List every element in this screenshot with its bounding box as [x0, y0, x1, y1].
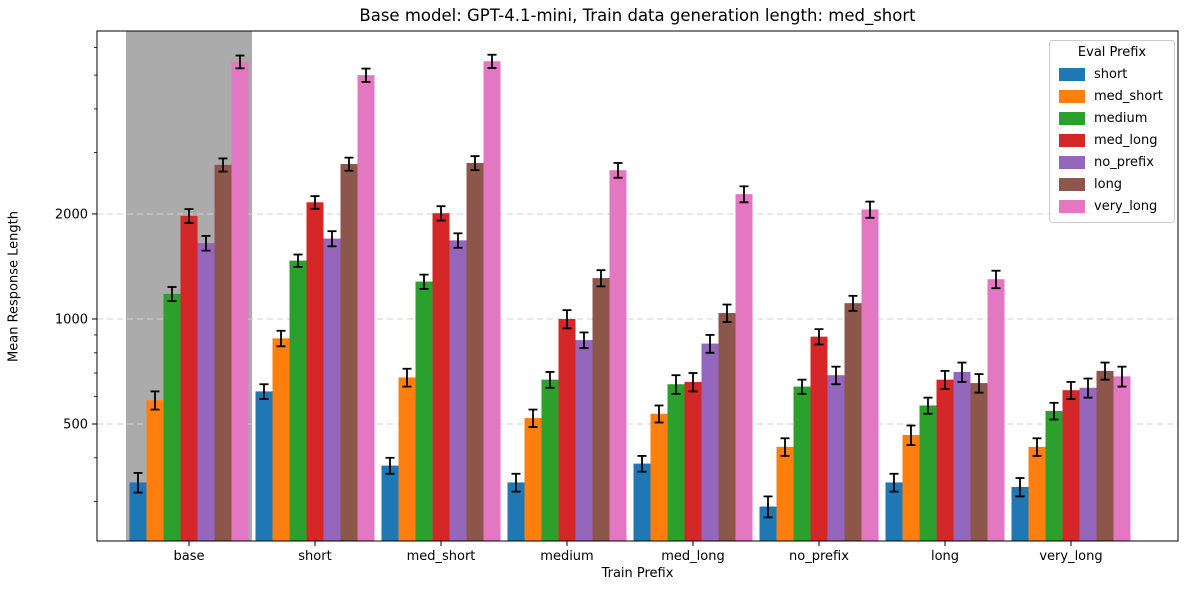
- bar-short-med_short: [272, 338, 290, 541]
- bar-base-med_long: [180, 215, 198, 542]
- bar-short-medium: [289, 260, 307, 541]
- legend-label: med_long: [1094, 132, 1158, 148]
- legend-label: medium: [1094, 110, 1148, 126]
- bar-long-long: [970, 383, 988, 541]
- legend-label: very_long: [1094, 198, 1158, 214]
- bar-short-med_long: [306, 202, 324, 541]
- bar-no_prefix-medium: [793, 386, 811, 541]
- legend-swatch-short: [1059, 67, 1085, 81]
- bar-long-medium: [919, 405, 937, 541]
- bar-medium-med_short: [524, 418, 542, 541]
- bar-short-short: [255, 391, 273, 541]
- bar-very_long-short: [1011, 486, 1029, 541]
- bar-med_short-med_long: [432, 213, 450, 541]
- bar-long-med_long: [936, 379, 954, 541]
- bar-no_prefix-very_long: [861, 209, 879, 542]
- legend-item-long: long: [1050, 173, 1174, 195]
- legend-item-very_long: very_long: [1050, 195, 1174, 217]
- x-tick-label-medium: medium: [540, 549, 593, 564]
- bar-med_short-short: [381, 465, 399, 541]
- bar-base-no_prefix: [197, 243, 215, 542]
- x-tick-label-base: base: [174, 549, 205, 564]
- bar-short-no_prefix: [323, 238, 341, 541]
- bar-med_long-med_long: [684, 381, 702, 541]
- bar-base-very_long: [231, 61, 249, 542]
- bar-very_long-no_prefix: [1079, 387, 1097, 541]
- bar-base-med_short: [146, 400, 164, 541]
- bar-med_short-very_long: [483, 61, 501, 542]
- bar-base-medium: [163, 293, 181, 541]
- x-tick-label-short: short: [298, 549, 331, 564]
- legend-label: no_prefix: [1094, 154, 1154, 170]
- legend-swatch-med_short: [1059, 89, 1085, 103]
- bar-very_long-med_long: [1062, 390, 1080, 541]
- bar-medium-very_long: [609, 170, 627, 541]
- x-tick-label-med_long: med_long: [661, 549, 724, 564]
- bar-no_prefix-med_short: [776, 446, 794, 541]
- bar-very_long-long: [1096, 370, 1114, 541]
- legend-label: long: [1094, 176, 1123, 192]
- bar-base-short: [129, 482, 147, 541]
- y-axis-label: Mean Response Length: [6, 211, 22, 362]
- y-tick-label: 500: [63, 417, 88, 432]
- bar-med_long-no_prefix: [701, 343, 719, 541]
- legend-label: med_short: [1094, 88, 1163, 104]
- legend-swatch-no_prefix: [1059, 155, 1085, 169]
- bar-med_long-very_long: [735, 194, 753, 541]
- bar-medium-no_prefix: [575, 340, 593, 541]
- bar-no_prefix-no_prefix: [827, 375, 845, 541]
- bar-long-very_long: [987, 279, 1005, 541]
- bar-med_short-long: [466, 162, 484, 541]
- bar-long-no_prefix: [953, 371, 971, 541]
- legend-item-short: short: [1050, 63, 1174, 85]
- legend-swatch-very_long: [1059, 199, 1085, 213]
- legend-title: Eval Prefix: [1077, 45, 1147, 60]
- y-tick-label: 1000: [55, 312, 88, 327]
- legend-item-med_short: med_short: [1050, 85, 1174, 107]
- x-tick-label-long: long: [931, 549, 959, 564]
- bar-no_prefix-short: [759, 506, 777, 541]
- bar-very_long-med_short: [1028, 446, 1046, 541]
- bar-very_long-medium: [1045, 410, 1063, 541]
- bar-very_long-very_long: [1113, 376, 1131, 541]
- bar-long-med_short: [902, 434, 920, 541]
- bar-no_prefix-long: [844, 303, 862, 541]
- bar-medium-medium: [541, 379, 559, 541]
- bar-medium-short: [507, 482, 525, 541]
- legend-item-medium: medium: [1050, 107, 1174, 129]
- x-tick-label-no_prefix: no_prefix: [789, 549, 849, 564]
- bar-medium-med_long: [558, 318, 576, 541]
- bar-long-short: [885, 482, 903, 541]
- chart-title: Base model: GPT-4.1-mini, Train data gen…: [359, 6, 916, 25]
- bar-med_long-short: [633, 463, 651, 541]
- bar-med_long-med_short: [650, 413, 668, 541]
- bar-med_long-medium: [667, 384, 685, 541]
- x-tick-label-med_short: med_short: [407, 549, 476, 564]
- legend-swatch-medium: [1059, 111, 1085, 125]
- bar-short-long: [340, 164, 358, 541]
- bar-med_long-long: [718, 313, 736, 541]
- bar-short-very_long: [357, 75, 375, 541]
- legend-swatch-med_long: [1059, 133, 1085, 147]
- bar-med_short-no_prefix: [449, 240, 467, 542]
- y-tick-label: 2000: [55, 207, 88, 222]
- bar-no_prefix-med_long: [810, 336, 828, 541]
- bar-medium-long: [592, 278, 610, 541]
- legend-swatch-long: [1059, 177, 1085, 191]
- x-axis-label: Train Prefix: [601, 566, 674, 581]
- bar-med_short-medium: [415, 281, 433, 541]
- legend-item-med_long: med_long: [1050, 129, 1174, 151]
- axes-frame: [96, 30, 1179, 542]
- x-tick-label-very_long: very_long: [1039, 549, 1102, 564]
- legend-item-no_prefix: no_prefix: [1050, 151, 1174, 173]
- bar-med_short-med_short: [398, 377, 416, 541]
- legend-label: short: [1094, 66, 1128, 82]
- bar-base-long: [214, 164, 232, 542]
